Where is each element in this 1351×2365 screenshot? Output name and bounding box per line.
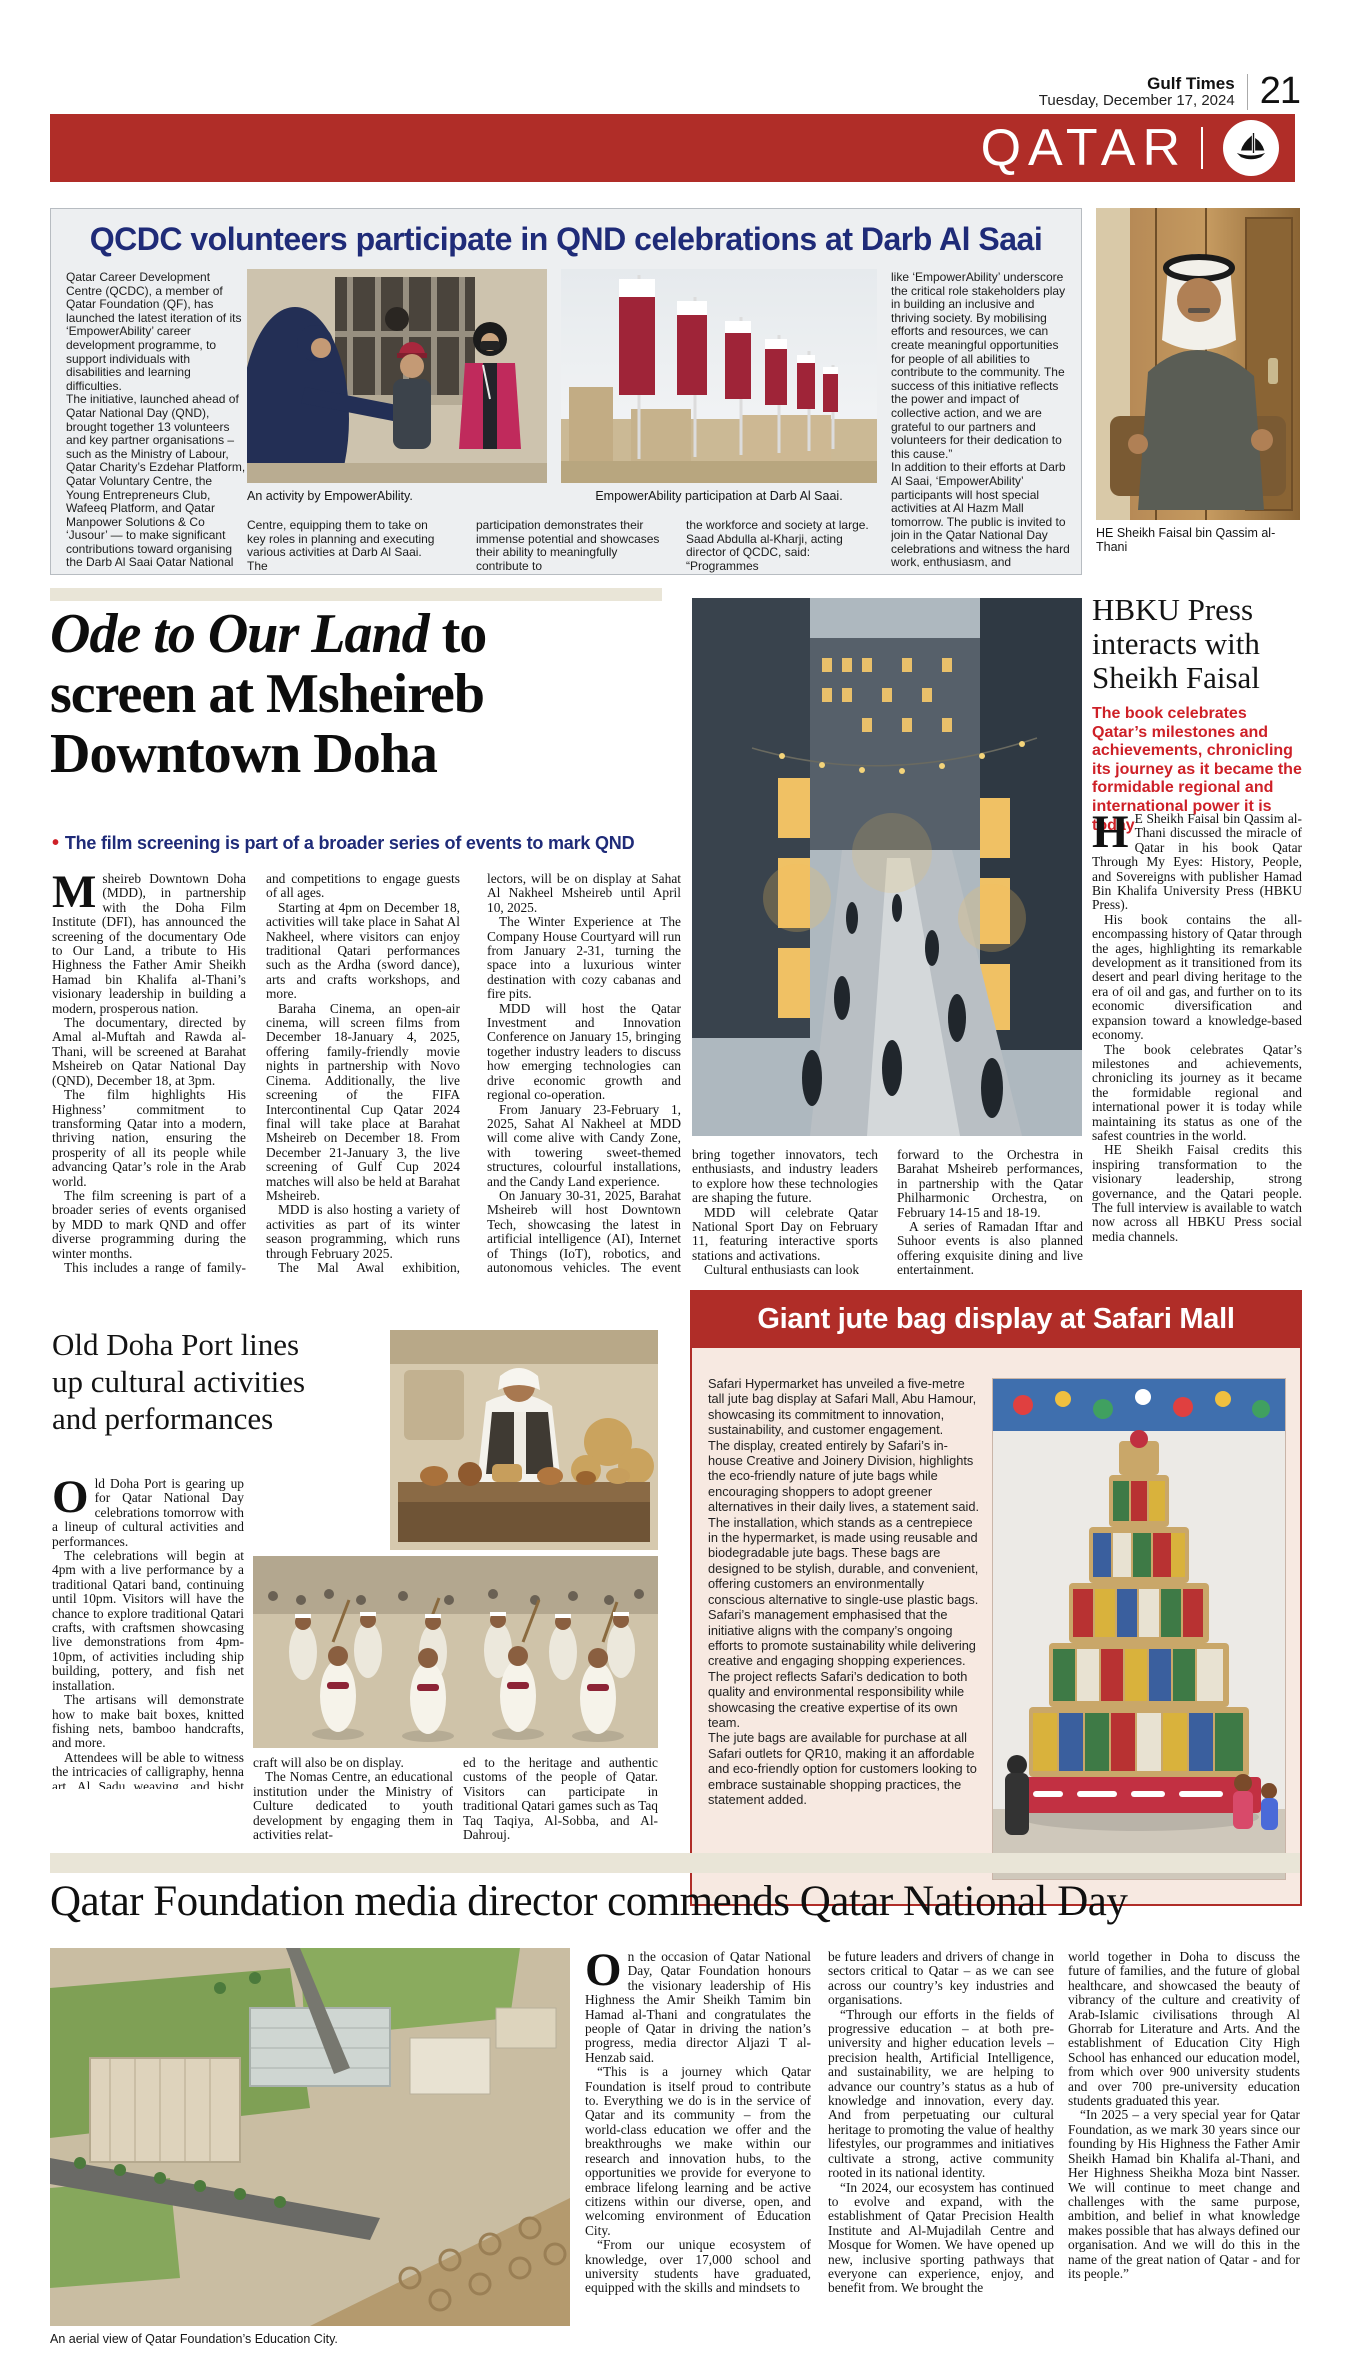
qcdc-caption-1: An activity by EmpowerAbility. xyxy=(247,489,413,503)
section-banner: QATAR xyxy=(50,114,1295,182)
ode-standfirst-text: The film screening is part of a broader … xyxy=(64,833,635,853)
qcdc-column-a: Centre, equipping them to take on key ro… xyxy=(247,518,435,573)
qcdc-column-right: like ‘EmpowerAbility’ underscore the cri… xyxy=(891,271,1070,567)
safari-body-text: Safari Hypermarket has unveiled a five-m… xyxy=(708,1376,979,1807)
ode-headline-title: Ode to Our Land xyxy=(50,603,430,665)
hbku-standfirst: The book celebrates Qatar’s milestones a… xyxy=(1092,705,1302,834)
old-doha-column-3: ed to the heritage and authentic customs… xyxy=(463,1756,658,1843)
safari-box: Safari Hypermarket has unveiled a five-m… xyxy=(690,1348,1302,1906)
old-doha-column-1: O ld Doha Port is gearing up for Qatar N… xyxy=(52,1477,244,1789)
qcdc-column-1: Qatar Career Development Centre (QCDC), … xyxy=(66,271,246,567)
masthead-divider xyxy=(1246,73,1248,110)
hbku-headline: HBKU Press interacts with Sheikh Faisal xyxy=(1092,592,1260,695)
photo-craftsman xyxy=(390,1330,658,1550)
safari-banner: Giant jute bag display at Safari Mall xyxy=(690,1290,1302,1348)
ode-headline-rest: to screen at Msheireb Downtown Doha xyxy=(50,603,487,785)
masthead: Gulf Times Tuesday, December 17, 2024 21 xyxy=(851,70,1301,113)
issue-date: Tuesday, December 17, 2024 xyxy=(1038,91,1235,109)
qf-headline: Qatar Foundation media director commends… xyxy=(50,1878,1128,1925)
photo-traditional-dancers xyxy=(253,1556,658,1748)
page-number: 21 xyxy=(1259,70,1301,112)
qf-column-2: be future leaders and drivers of change … xyxy=(828,1950,1054,2296)
dhow-icon xyxy=(1223,120,1279,176)
old-doha-column-1-text: ld Doha Port is gearing up for Qatar Nat… xyxy=(52,1477,244,1789)
paper-name: Gulf Times xyxy=(1147,73,1235,93)
qf-column-3: world together in Doha to discuss the fu… xyxy=(1068,1950,1300,2281)
qf-column-1-text: n the occasion of Qatar National Day, Qa… xyxy=(585,1950,811,2296)
qf-column-1: O n the occasion of Qatar National Day, … xyxy=(585,1950,811,2355)
photo-education-city-aerial xyxy=(50,1948,570,2326)
photo-msheireb-street xyxy=(692,598,1082,1136)
article-safari: Giant jute bag display at Safari Mall Sa… xyxy=(690,1290,1302,1906)
qcdc-column-b: participation demonstrates their immense… xyxy=(476,518,660,573)
safari-headline: Giant jute bag display at Safari Mall xyxy=(757,1302,1235,1335)
banner-divider xyxy=(1201,127,1203,169)
ode-column-5: forward to the Orchestra in Barahat Mshe… xyxy=(897,1148,1083,1276)
photo-jute-bag-tower xyxy=(992,1378,1286,1880)
qf-dropcap: O xyxy=(585,1950,622,1996)
qcdc-column-c: the workforce and society at large. Saad… xyxy=(686,518,869,573)
ode-column-2: and competitions to engage guests of all… xyxy=(266,872,460,1274)
hbku-body: H E Sheikh Faisal bin Qassim al-Thani di… xyxy=(1092,812,1302,1264)
bottom-divider-bar xyxy=(50,1853,1300,1873)
hbku-dropcap: H xyxy=(1092,812,1129,858)
ode-column-3: lectors, will be on display at Sahat Al … xyxy=(487,872,681,1274)
old-doha-headline: Old Doha Port lines up cultural activiti… xyxy=(52,1327,306,1436)
qcdc-headline: QCDC volunteers participate in QND celeb… xyxy=(89,221,1043,257)
qcdc-caption-2: EmpowerAbility participation at Darb Al … xyxy=(595,489,843,503)
old-doha-dropcap: O xyxy=(52,1477,89,1523)
ode-standfirst: • The film screening is part of a broader… xyxy=(52,832,672,855)
ode-column-1-text: sheireb Downtown Doha (MDD), in partners… xyxy=(52,872,246,1274)
photo-empowerability-activity xyxy=(247,269,547,483)
old-doha-column-2: craft will also be on display. The Nomas … xyxy=(253,1756,453,1843)
sheikh-photo-caption: HE Sheikh Faisal bin Qassim al-Thani xyxy=(1096,526,1276,555)
aerial-photo-caption: An aerial view of Qatar Foundation’s Edu… xyxy=(50,2332,338,2346)
ode-dropcap: M xyxy=(52,872,97,918)
ode-column-4: bring together innovators, tech enthusia… xyxy=(692,1148,878,1276)
article-qcdc: QCDC volunteers participate in QND celeb… xyxy=(50,208,1082,575)
photo-darb-al-saai-flags xyxy=(561,269,877,483)
hbku-body-text: E Sheikh Faisal bin Qassim al-Thani disc… xyxy=(1092,812,1302,1244)
photo-sheikh-faisal xyxy=(1096,208,1300,520)
bullet-icon: • xyxy=(52,832,59,854)
section-divider-bar xyxy=(50,588,662,601)
ode-headline: Ode to Our Land to screen at Msheireb Do… xyxy=(50,604,595,784)
section-title: QATAR xyxy=(980,119,1187,177)
ode-column-1: M sheireb Downtown Doha (MDD), in partne… xyxy=(52,872,246,1274)
